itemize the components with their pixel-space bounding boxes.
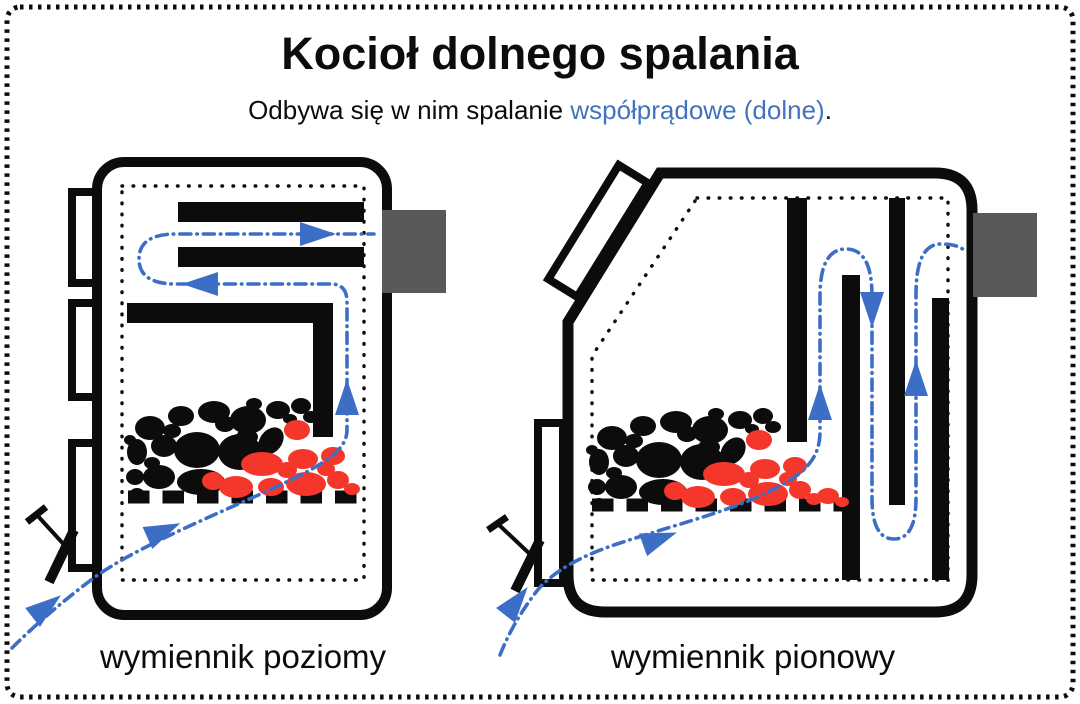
damper-flap <box>44 527 79 585</box>
caption-horizontal-exchanger: wymiennik poziomy <box>99 638 387 675</box>
subtitle-suffix: . <box>824 95 832 125</box>
left-boiler-body <box>92 157 392 620</box>
baffle-top <box>178 202 364 222</box>
caption-vertical-exchanger: wymiennik pionowy <box>610 638 896 675</box>
boiler-left-diagram <box>10 157 446 650</box>
baffle-vertical-4 <box>932 298 949 580</box>
baffle-vertical-2 <box>842 275 860 580</box>
subtitle-highlight: współprądowe (dolne) <box>570 95 825 125</box>
subtitle-prefix: Odbywa się w nim spalanie <box>248 95 571 125</box>
right-loading-door <box>542 159 654 303</box>
left-flow-path <box>10 232 376 650</box>
flow-arrowhead <box>25 585 69 627</box>
right-fuel-pile <box>586 408 849 508</box>
baffle-vertical-3 <box>889 198 905 505</box>
left-air-damper-lever <box>24 504 79 585</box>
right-flue-outlet <box>973 213 1037 297</box>
right-water-jacket-dotted <box>590 196 950 582</box>
right-ash-door <box>534 419 567 587</box>
boiler-right-diagram <box>486 159 1037 657</box>
page-title: Kocioł dolnego spalania <box>281 28 799 79</box>
page-subtitle: Odbywa się w nim spalanie współprądowe (… <box>0 95 1080 126</box>
right-air-damper-lever <box>486 514 545 594</box>
right-flow-path <box>498 242 968 657</box>
left-water-jacket-dotted <box>120 184 366 582</box>
lever-rod <box>495 521 535 559</box>
left-flue-outlet <box>382 210 446 293</box>
damper-flap <box>510 537 545 594</box>
baffle-combustion-arch <box>127 303 333 437</box>
baffle-middle <box>178 247 364 267</box>
left-baffles <box>127 202 364 437</box>
baffle-vertical-1 <box>787 198 807 442</box>
